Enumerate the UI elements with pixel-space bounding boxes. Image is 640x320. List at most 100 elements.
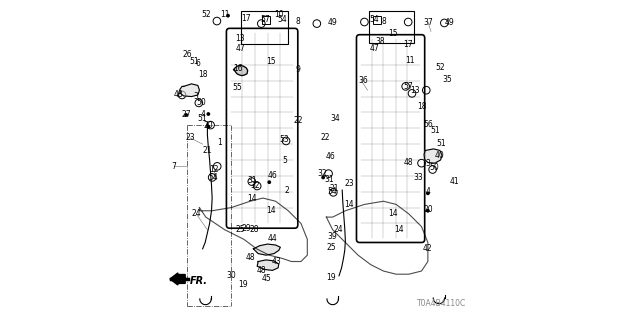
Text: 22: 22 (321, 133, 330, 142)
Text: 15: 15 (388, 28, 398, 38)
Text: 50: 50 (196, 98, 206, 107)
FancyArrow shape (170, 273, 185, 285)
Text: 48: 48 (174, 90, 184, 99)
Text: 25: 25 (236, 225, 246, 234)
Text: 8: 8 (296, 17, 300, 26)
Text: 55: 55 (232, 83, 242, 92)
Text: 48: 48 (257, 266, 266, 275)
Text: 12: 12 (209, 165, 218, 174)
Text: 52: 52 (435, 63, 445, 72)
Text: 2: 2 (284, 186, 289, 195)
Text: 21: 21 (203, 146, 212, 155)
Text: 49: 49 (445, 19, 454, 28)
Text: 23: 23 (185, 133, 195, 142)
Text: 46: 46 (325, 152, 335, 161)
Text: 34: 34 (330, 114, 340, 123)
Text: 27: 27 (181, 110, 191, 119)
Text: 22: 22 (293, 116, 303, 125)
Text: 54: 54 (277, 15, 287, 24)
Text: 40: 40 (435, 151, 445, 160)
Text: 9: 9 (295, 65, 300, 74)
Circle shape (184, 113, 188, 117)
Text: T0A4B4110C: T0A4B4110C (417, 299, 466, 308)
Text: 26: 26 (182, 50, 192, 59)
Text: 14: 14 (394, 225, 404, 234)
Circle shape (321, 176, 325, 179)
Text: 6: 6 (195, 59, 200, 68)
Text: 47: 47 (235, 44, 245, 53)
Text: 20: 20 (204, 121, 213, 130)
Text: 25: 25 (326, 243, 336, 252)
Text: 32: 32 (250, 181, 260, 190)
Text: 13: 13 (236, 34, 245, 43)
Text: 51: 51 (197, 114, 207, 123)
Text: 57: 57 (403, 82, 413, 91)
Text: 51: 51 (430, 126, 440, 135)
Text: 1: 1 (218, 138, 223, 147)
Text: 53: 53 (280, 135, 289, 144)
Bar (373, 16, 381, 24)
Text: 21: 21 (330, 184, 339, 193)
Text: 52: 52 (202, 10, 211, 19)
Text: 8: 8 (381, 17, 386, 26)
Text: 57: 57 (260, 15, 270, 24)
Circle shape (268, 180, 271, 184)
Text: 38: 38 (376, 37, 385, 46)
Text: 14: 14 (247, 194, 257, 203)
Text: 3: 3 (426, 159, 430, 168)
Text: 45: 45 (262, 275, 271, 284)
Polygon shape (180, 84, 200, 97)
Text: 56: 56 (423, 120, 433, 129)
Text: 24: 24 (191, 209, 201, 219)
Text: 51: 51 (436, 139, 446, 148)
Text: 14: 14 (266, 206, 276, 215)
Text: 31: 31 (247, 176, 257, 185)
Polygon shape (424, 149, 442, 163)
Text: 16: 16 (233, 63, 243, 73)
Circle shape (226, 14, 230, 18)
Text: 51: 51 (189, 57, 198, 66)
Text: 14: 14 (344, 200, 353, 209)
Text: 42: 42 (423, 244, 433, 253)
Text: 35: 35 (442, 75, 452, 84)
Text: 43: 43 (271, 257, 281, 266)
Polygon shape (257, 260, 279, 270)
Text: 28: 28 (250, 225, 259, 234)
Text: 32: 32 (317, 169, 327, 178)
Text: 19: 19 (326, 273, 336, 282)
Text: 18: 18 (417, 101, 426, 111)
Text: FR.: FR. (189, 276, 207, 286)
Circle shape (426, 191, 429, 195)
Text: 11: 11 (220, 10, 230, 19)
Text: 17: 17 (241, 14, 252, 23)
Text: 5: 5 (283, 156, 287, 164)
Text: 4: 4 (200, 109, 205, 118)
Bar (262, 16, 270, 24)
Text: 11: 11 (404, 56, 414, 65)
Text: 4: 4 (426, 187, 430, 196)
Text: 24: 24 (333, 225, 343, 234)
Text: 36: 36 (359, 76, 369, 84)
Text: 54: 54 (370, 15, 380, 24)
Text: 17: 17 (403, 40, 413, 49)
Text: 19: 19 (239, 280, 248, 289)
Text: 23: 23 (345, 179, 355, 188)
Text: 10: 10 (274, 10, 284, 19)
Text: 3: 3 (194, 92, 199, 101)
Text: 50: 50 (429, 164, 439, 172)
Text: 30: 30 (227, 271, 236, 280)
Circle shape (426, 209, 429, 213)
Text: 29: 29 (241, 224, 251, 233)
Text: 13: 13 (410, 86, 420, 95)
Text: 7: 7 (172, 162, 177, 171)
Text: 44: 44 (268, 234, 277, 243)
Text: 33: 33 (413, 173, 423, 182)
Text: 41: 41 (450, 177, 460, 186)
Text: 31: 31 (324, 174, 333, 184)
Text: 54: 54 (209, 173, 219, 182)
Text: 49: 49 (328, 19, 337, 28)
Circle shape (207, 112, 211, 116)
Text: 14: 14 (388, 209, 398, 219)
Text: 54: 54 (327, 187, 337, 196)
Text: 48: 48 (245, 253, 255, 262)
